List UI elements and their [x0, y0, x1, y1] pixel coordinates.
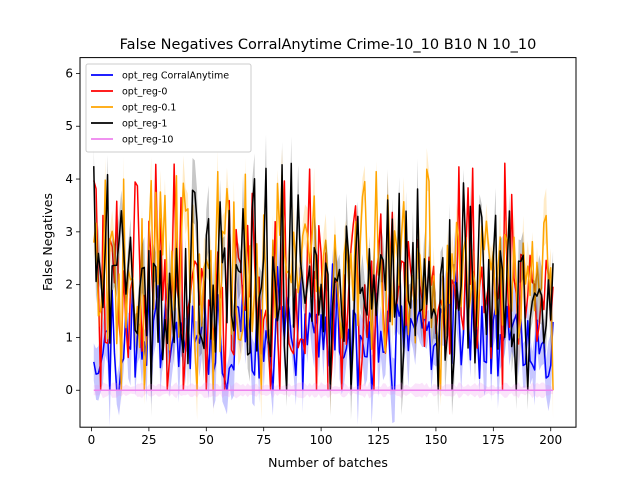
- x-tick-label: 175: [482, 433, 505, 447]
- y-axis-label: False Negatives: [40, 193, 55, 291]
- legend-label: opt_reg-0.1: [122, 103, 176, 114]
- legend-label: opt_reg-0: [122, 87, 167, 98]
- x-tick-label: 125: [367, 433, 390, 447]
- y-tick-label: 2: [65, 278, 73, 292]
- y-tick-label: 4: [65, 172, 73, 186]
- x-tick-label: 0: [88, 433, 96, 447]
- x-axis: 0 25 50 75 100 125 150 175 200: [88, 427, 562, 447]
- x-tick-label: 200: [539, 433, 562, 447]
- x-axis-label: Number of batches: [268, 455, 388, 470]
- x-tick-label: 75: [256, 433, 271, 447]
- chart-title: False Negatives CorralAnytime Crime-10_1…: [120, 37, 537, 53]
- legend: opt_reg CorralAnytime opt_reg-0 opt_reg-0.…: [85, 63, 252, 153]
- legend-label: opt_reg CorralAnytime: [122, 71, 229, 82]
- y-tick-label: 6: [65, 66, 73, 80]
- y-tick-label: 3: [65, 225, 73, 239]
- legend-label: opt_reg-1: [122, 119, 167, 130]
- x-tick-label: 100: [310, 433, 333, 447]
- y-tick-label: 0: [65, 383, 73, 397]
- x-tick-label: 50: [199, 433, 214, 447]
- series-band-opt-reg-1: [93, 134, 554, 420]
- series-line-opt-reg-1: [93, 162, 554, 391]
- x-tick-label: 150: [424, 433, 447, 447]
- plot-content: [93, 134, 554, 427]
- plot-frame: [79, 57, 577, 428]
- y-tick-label: 5: [65, 119, 73, 133]
- legend-label: opt_reg-10: [122, 135, 173, 146]
- y-tick-label: 1: [65, 330, 73, 344]
- legend-box: [85, 63, 252, 153]
- y-axis: 0 1 2 3 4 5 6: [65, 66, 80, 397]
- x-tick-label: 25: [141, 433, 156, 447]
